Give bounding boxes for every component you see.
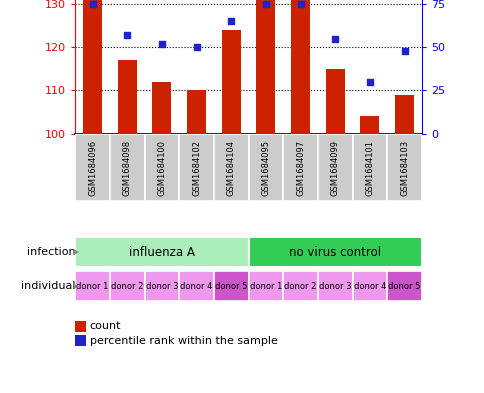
- Bar: [283, 271, 318, 301]
- Text: influenza A: influenza A: [129, 246, 195, 259]
- Point: [192, 44, 200, 50]
- Bar: [213, 134, 248, 201]
- Text: GSM1684100: GSM1684100: [157, 140, 166, 196]
- Text: donor 2: donor 2: [284, 282, 316, 291]
- Text: GSM1684096: GSM1684096: [88, 140, 97, 196]
- Point: [400, 48, 408, 54]
- Bar: [318, 134, 352, 201]
- Bar: [75, 237, 248, 267]
- Text: percentile rank within the sample: percentile rank within the sample: [90, 336, 277, 346]
- Bar: [144, 271, 179, 301]
- Text: donor 5: donor 5: [214, 282, 247, 291]
- Bar: [394, 95, 413, 134]
- Text: individual: individual: [21, 281, 75, 291]
- Text: GSM1684104: GSM1684104: [226, 140, 235, 196]
- Bar: [109, 134, 144, 201]
- Text: no virus control: no virus control: [288, 246, 380, 259]
- Bar: [152, 82, 171, 134]
- Bar: [248, 237, 421, 267]
- Text: donor 3: donor 3: [145, 282, 178, 291]
- Bar: [283, 134, 318, 201]
- Text: GSM1684095: GSM1684095: [261, 140, 270, 196]
- Bar: [248, 271, 283, 301]
- Bar: [179, 134, 213, 201]
- Text: donor 1: donor 1: [76, 282, 108, 291]
- Bar: [144, 134, 179, 201]
- Text: GSM1684103: GSM1684103: [399, 140, 408, 196]
- Bar: [75, 134, 109, 201]
- Text: GSM1684097: GSM1684097: [295, 140, 304, 196]
- Bar: [386, 134, 421, 201]
- Bar: [290, 0, 309, 134]
- Bar: [179, 271, 213, 301]
- Bar: [256, 0, 275, 134]
- Text: GSM1684099: GSM1684099: [330, 140, 339, 196]
- Bar: [75, 271, 109, 301]
- Text: donor 3: donor 3: [318, 282, 351, 291]
- Point: [227, 18, 235, 24]
- Point: [89, 1, 96, 7]
- Point: [365, 79, 373, 85]
- Bar: [352, 271, 386, 301]
- Text: donor 4: donor 4: [353, 282, 385, 291]
- Bar: [213, 271, 248, 301]
- Bar: [386, 271, 421, 301]
- Text: count: count: [90, 321, 121, 331]
- Point: [296, 1, 304, 7]
- Text: GSM1684101: GSM1684101: [364, 140, 374, 196]
- Point: [123, 32, 131, 38]
- Bar: [352, 134, 386, 201]
- Text: donor 4: donor 4: [180, 282, 212, 291]
- Text: infection: infection: [27, 247, 75, 257]
- Text: GSM1684098: GSM1684098: [122, 140, 132, 196]
- Point: [158, 40, 166, 47]
- Bar: [83, 0, 102, 134]
- Text: GSM1684102: GSM1684102: [192, 140, 201, 196]
- Bar: [118, 60, 136, 134]
- Bar: [221, 30, 240, 134]
- Point: [261, 1, 269, 7]
- Bar: [325, 69, 344, 134]
- Bar: [109, 271, 144, 301]
- Text: donor 5: donor 5: [388, 282, 420, 291]
- Point: [331, 35, 338, 42]
- Bar: [248, 134, 283, 201]
- Text: donor 1: donor 1: [249, 282, 282, 291]
- Text: donor 2: donor 2: [111, 282, 143, 291]
- Bar: [318, 271, 352, 301]
- Bar: [187, 90, 206, 134]
- Bar: [360, 116, 378, 134]
